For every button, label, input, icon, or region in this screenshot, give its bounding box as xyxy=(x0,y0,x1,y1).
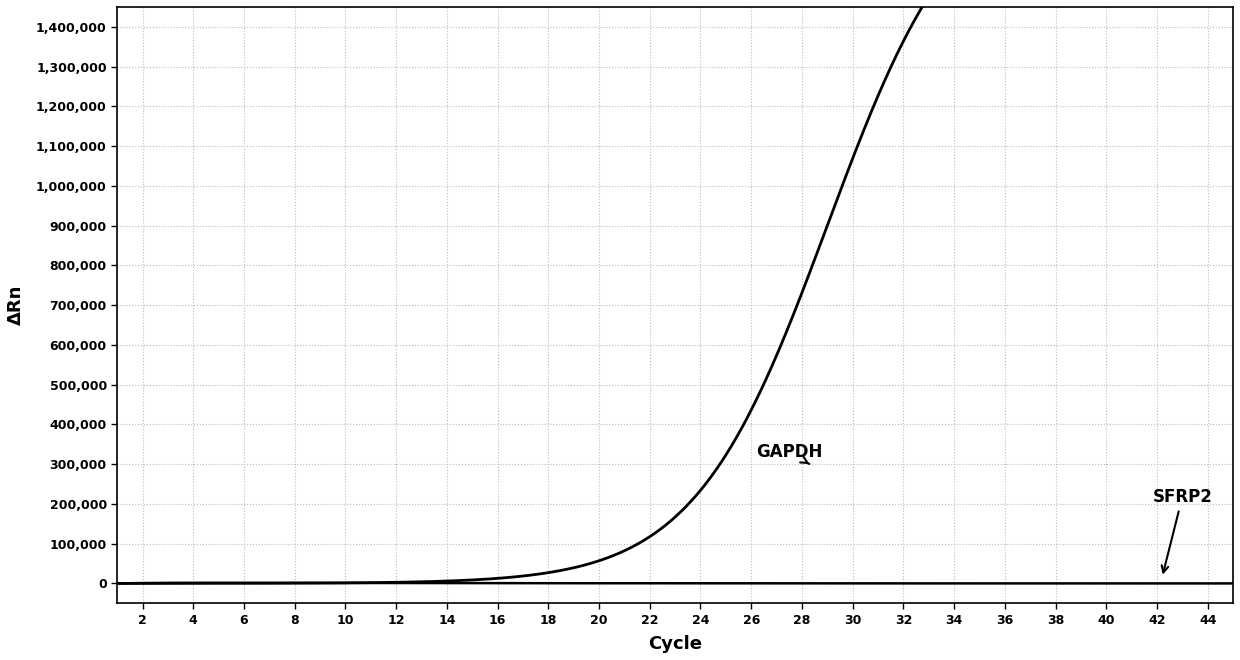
Text: GAPDH: GAPDH xyxy=(756,444,822,464)
Y-axis label: ΔRn: ΔRn xyxy=(7,285,25,325)
X-axis label: Cycle: Cycle xyxy=(649,635,702,653)
Text: SFRP2: SFRP2 xyxy=(1152,488,1213,572)
